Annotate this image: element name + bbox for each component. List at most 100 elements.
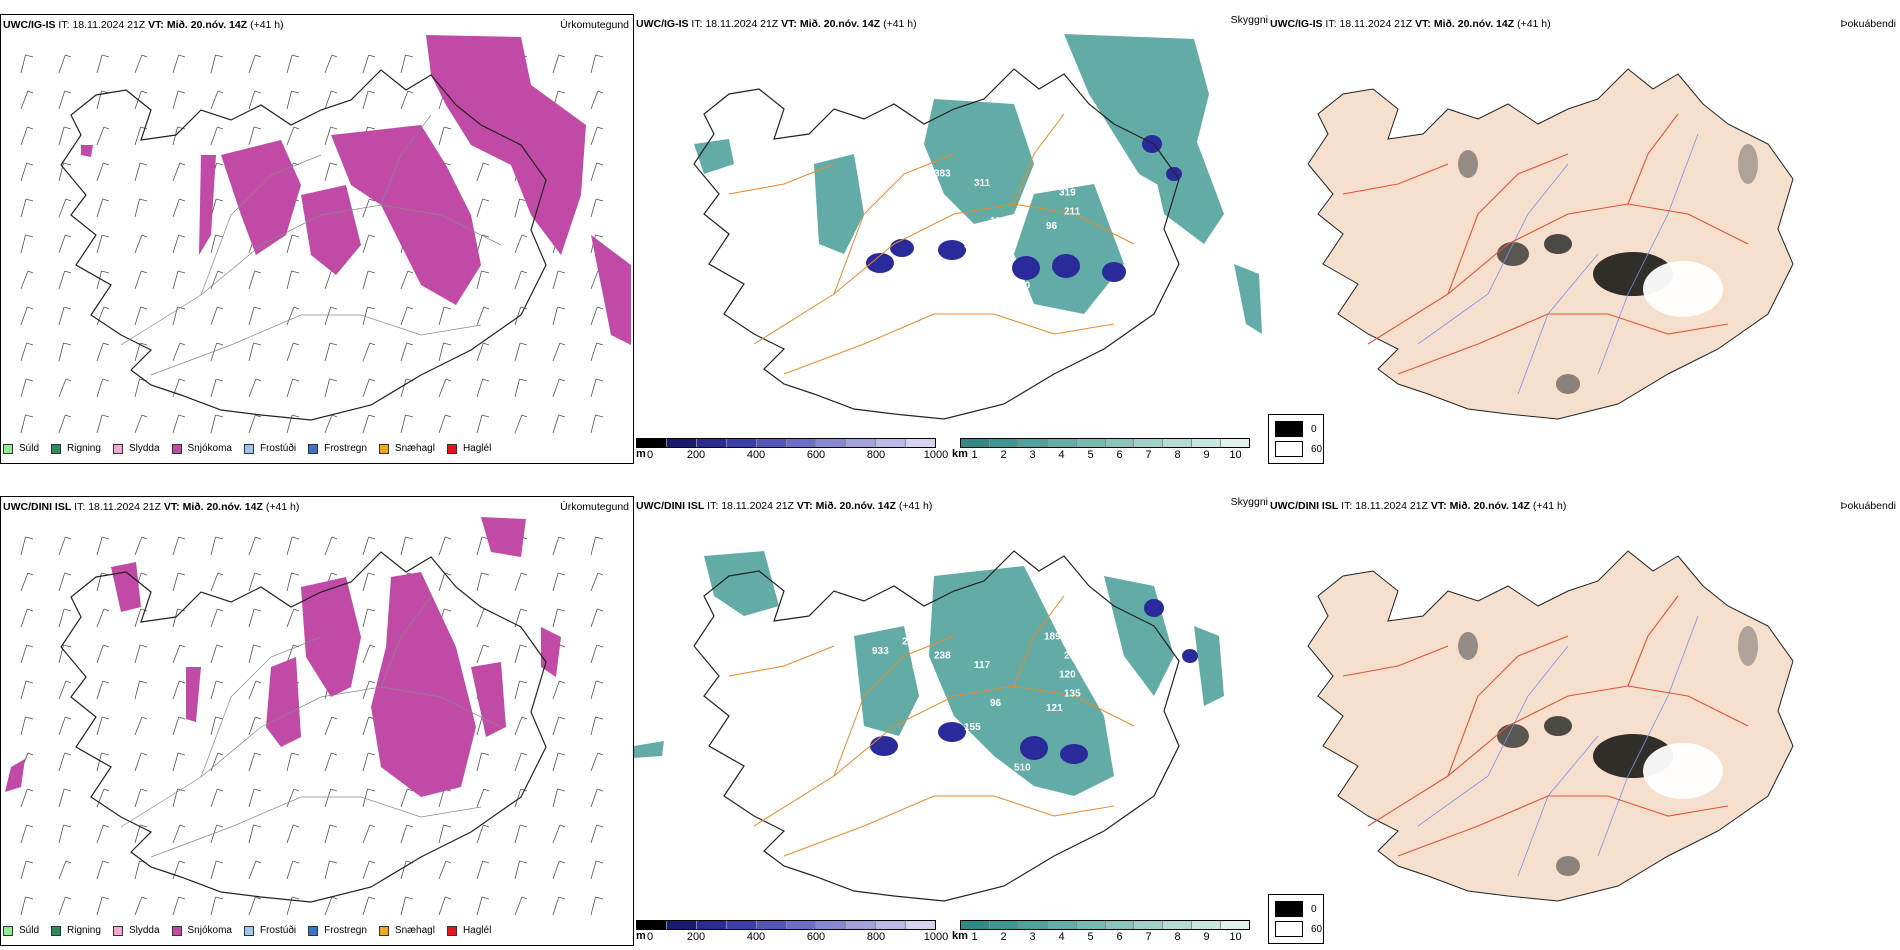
cloud-base-label: 165 bbox=[910, 757, 927, 768]
wind-barb bbox=[210, 536, 224, 556]
colorbar-tick-label: 8 bbox=[1174, 931, 1181, 943]
wind-barb bbox=[552, 536, 566, 556]
wind-barb bbox=[58, 126, 72, 146]
colorbar-cell bbox=[1221, 439, 1250, 447]
wind-barb bbox=[172, 198, 186, 218]
colorbar-cell bbox=[756, 439, 787, 447]
colorbar-cell bbox=[696, 921, 727, 929]
wind-barb bbox=[134, 54, 148, 74]
wind-barb bbox=[324, 378, 338, 398]
wind-barb bbox=[362, 90, 376, 110]
wind-barb bbox=[514, 680, 528, 700]
wind-barb bbox=[552, 54, 566, 74]
wind-barb bbox=[324, 716, 338, 736]
wind-barb bbox=[514, 234, 528, 254]
legend-swatch bbox=[243, 443, 254, 454]
wind-barb bbox=[172, 896, 186, 916]
wind-barb bbox=[210, 608, 224, 628]
wind-barb bbox=[58, 414, 72, 434]
wind-barb bbox=[134, 90, 148, 110]
cloud-base-label: 282 bbox=[919, 684, 936, 695]
colorbar-cell bbox=[1018, 921, 1048, 929]
colorbar-tick-label: 6 bbox=[1116, 931, 1123, 943]
wind-barb bbox=[134, 788, 148, 808]
wind-barb bbox=[134, 860, 148, 880]
wind-barb bbox=[324, 536, 338, 556]
colorbar-tick-label: 600 bbox=[806, 931, 826, 943]
wind-barb bbox=[362, 644, 376, 664]
cloud-base-label: 131 bbox=[954, 264, 971, 275]
cloud-base-label: 185 bbox=[1044, 150, 1061, 161]
cloud-title: Skyggni bbox=[1230, 14, 1268, 26]
cloud-base-label: 90 bbox=[964, 268, 976, 279]
colorbar-cell bbox=[1134, 921, 1164, 929]
wind-barb bbox=[286, 234, 300, 254]
cloud-base-label: 234 bbox=[912, 660, 929, 671]
wind-barb bbox=[400, 414, 414, 434]
cloud-base-label: 387 bbox=[964, 240, 981, 251]
wind-barb bbox=[172, 126, 186, 146]
wind-barb bbox=[58, 378, 72, 398]
wind-barb bbox=[210, 860, 224, 880]
wind-barb bbox=[210, 680, 224, 700]
wind-barb bbox=[58, 752, 72, 772]
wind-barb bbox=[362, 608, 376, 628]
cloud-base-label: 113 bbox=[924, 254, 941, 265]
wind-barb bbox=[20, 126, 34, 146]
wind-barb bbox=[362, 824, 376, 844]
colorbar-tick-label: 7 bbox=[1145, 449, 1152, 461]
wind-barb bbox=[400, 860, 414, 880]
colorbar-cell bbox=[989, 921, 1019, 929]
legend-swatch bbox=[378, 925, 389, 936]
wind-barb bbox=[514, 572, 528, 592]
colorbar-cell bbox=[1018, 439, 1048, 447]
colorbar-tick-label: 0 bbox=[646, 931, 654, 943]
wind-barb bbox=[438, 536, 452, 556]
wind-barb bbox=[362, 752, 376, 772]
wind-barb bbox=[134, 680, 148, 700]
cloud-base-label: 89 bbox=[924, 736, 936, 747]
wind-barb bbox=[248, 680, 262, 700]
cloud-base-label: 200 bbox=[902, 154, 919, 165]
wind-barb bbox=[476, 644, 490, 664]
cloud-base-label: 933 bbox=[872, 646, 889, 657]
colorbar-tick-label: 0 bbox=[646, 449, 654, 461]
wind-barb bbox=[248, 126, 262, 146]
precip-legend: Súld Rigning Slydda Snjókoma Frostúði Fr… bbox=[3, 443, 503, 454]
wind-barb bbox=[20, 680, 34, 700]
legend-swatch bbox=[308, 443, 319, 454]
wind-barb bbox=[210, 342, 224, 362]
colorbar-tick-label: 6 bbox=[1116, 449, 1123, 461]
wind-barb bbox=[172, 788, 186, 808]
panel-header: UWC/IG-IS IT: 18.11.2024 21Z VT: Mið. 20… bbox=[1270, 18, 1551, 30]
wind-barb bbox=[58, 788, 72, 808]
wind-barb bbox=[590, 198, 604, 218]
colorbar-tick-label: 3 bbox=[1029, 931, 1036, 943]
wind-barb bbox=[248, 90, 262, 110]
wind-barb bbox=[362, 342, 376, 362]
wind-barb bbox=[172, 680, 186, 700]
cloud-base-label: 117 bbox=[974, 660, 991, 671]
wind-barb bbox=[58, 234, 72, 254]
wind-barb bbox=[476, 860, 490, 880]
wind-barb bbox=[324, 824, 338, 844]
fog-index-areas bbox=[1458, 626, 1758, 876]
precip-map-top bbox=[20, 35, 631, 434]
colorbar-tick-label: 600 bbox=[806, 449, 826, 461]
wind-barb bbox=[324, 90, 338, 110]
colorbar-tick-label: 10 bbox=[1229, 449, 1242, 461]
wind-barb bbox=[96, 860, 110, 880]
precip-title: Úrkomutegund bbox=[560, 501, 629, 513]
cloud-base-label: 92 bbox=[934, 268, 946, 279]
ceiling-colorbar: 0 200 400 600 800 1000 m bbox=[636, 920, 948, 944]
wind-barb bbox=[96, 198, 110, 218]
cloud-base-label: 238 bbox=[934, 651, 951, 662]
wind-barb bbox=[248, 54, 262, 74]
colorbar-cell bbox=[876, 921, 907, 929]
wind-barb bbox=[172, 378, 186, 398]
wind-barb bbox=[400, 54, 414, 74]
wind-barb bbox=[476, 270, 490, 290]
ceiling-unit: m bbox=[636, 930, 646, 942]
wind-barb bbox=[590, 536, 604, 556]
wind-barb bbox=[20, 860, 34, 880]
